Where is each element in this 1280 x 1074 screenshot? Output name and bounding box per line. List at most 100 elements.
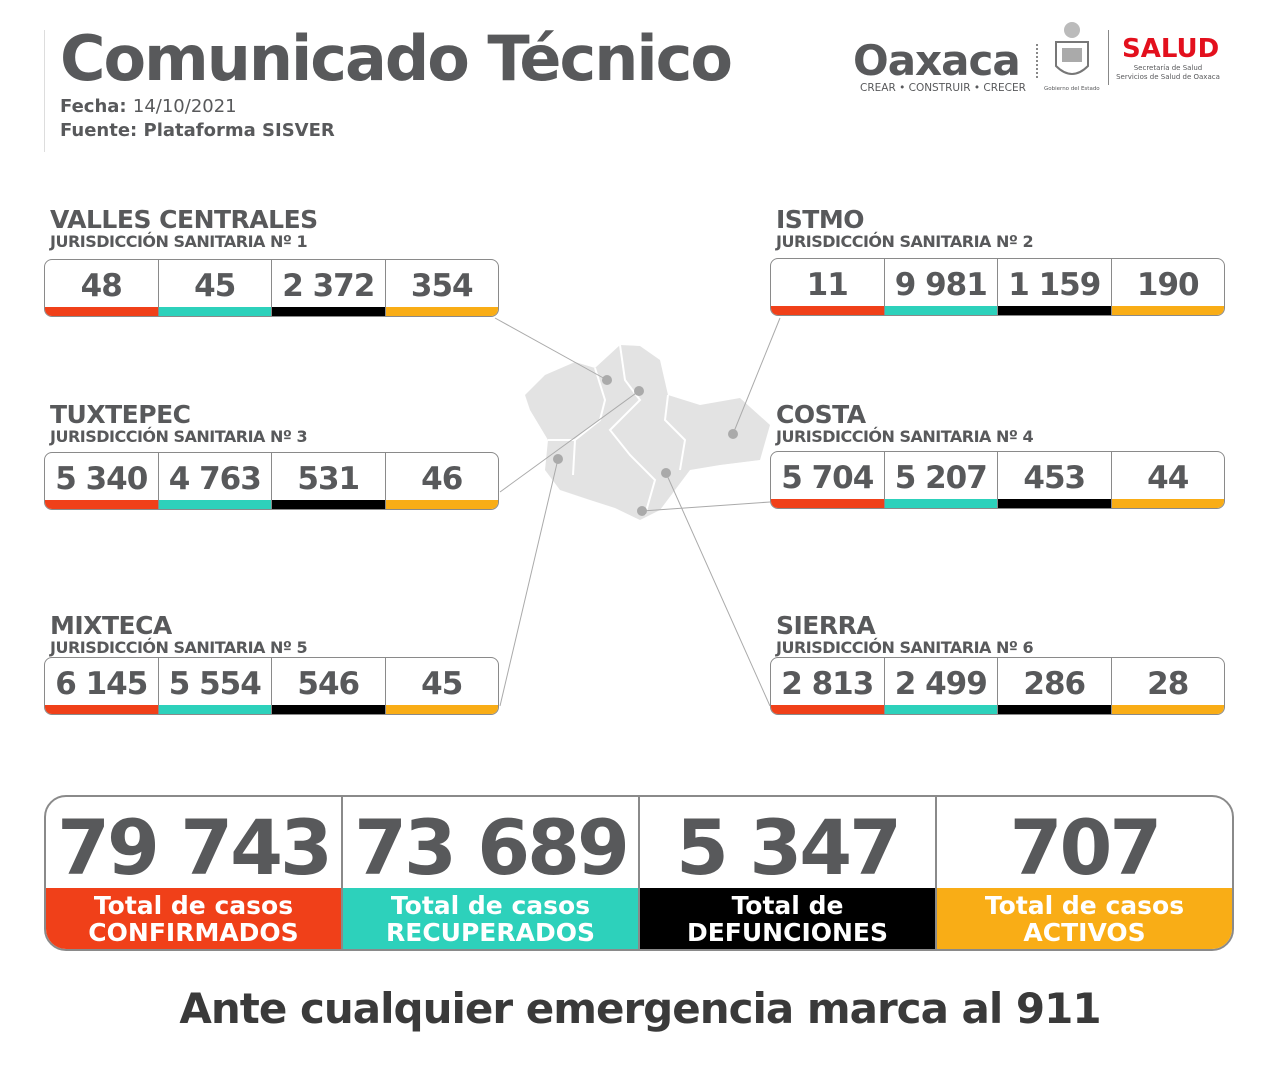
- stat-activos: 28: [1111, 658, 1224, 714]
- color-bar-confirmados: [45, 705, 158, 714]
- stat-defunciones: 2 372: [272, 260, 386, 316]
- stat-recuperados: 45 685: [158, 260, 272, 316]
- state-seal-icon: [1055, 22, 1089, 75]
- source-value: Plataforma SISVER: [143, 120, 335, 141]
- total-recuperados: 73 689 Total de casos RECUPERADOS: [343, 797, 640, 949]
- region-name: VALLES CENTRALES: [50, 205, 318, 234]
- color-bar-defunciones: [998, 499, 1111, 508]
- color-bar-confirmados: [771, 705, 884, 714]
- stat-value: 190: [1136, 267, 1200, 303]
- region-header-valles-centrales: VALLES CENTRALES JURISDICCIÓN SANITARIA N…: [50, 207, 506, 251]
- logo-divider: [1108, 30, 1109, 85]
- stat-recuperados: 4 763: [158, 453, 272, 509]
- stat-defunciones: 531: [272, 453, 386, 509]
- gobierno-label: Gobierno del Estado: [1044, 86, 1100, 92]
- color-bar-activos: [385, 705, 498, 714]
- stat-value: 2 813: [781, 666, 874, 702]
- region-borders: [548, 344, 687, 516]
- source-line: Fuente: Plataforma SISVER: [60, 120, 335, 141]
- total-label-line1: Total de casos: [984, 891, 1185, 920]
- stat-value: 46: [421, 461, 463, 497]
- total-confirmados: 79 743 Total de casos CONFIRMADOS: [46, 797, 343, 949]
- stat-value: 9 981: [894, 267, 988, 303]
- color-bar-recuperados: [158, 705, 271, 714]
- region-name: ISTMO: [776, 205, 865, 234]
- region-header-sierra: SIERRA JURISDICCIÓN SANITARIA Nº 6: [776, 613, 1232, 657]
- total-label-line2: CONFIRMADOS: [88, 918, 299, 947]
- stat-recuperados: 5 554: [158, 658, 272, 714]
- stat-value: 28: [1147, 666, 1189, 702]
- region-name: SIERRA: [776, 611, 876, 640]
- total-label-line1: Total de casos: [93, 891, 294, 920]
- stat-value: 546: [297, 666, 360, 702]
- color-bar-defunciones: [998, 705, 1111, 714]
- region-jurisdiction: JURISDICCIÓN SANITARIA Nº 4: [776, 427, 1034, 446]
- region-stats-sierra: 2 813 2 499 286 28: [770, 657, 1225, 715]
- stat-defunciones: 453: [998, 452, 1112, 508]
- total-value: 707: [1009, 803, 1163, 892]
- color-bar-activos: [385, 500, 498, 509]
- total-label-line2: RECUPERADOS: [386, 918, 595, 947]
- total-activos: 707 Total de casos ACTIVOS: [937, 797, 1232, 949]
- stat-activos: 46: [385, 453, 498, 509]
- region-dots: [553, 375, 738, 516]
- total-label-line1: Total de casos: [390, 891, 591, 920]
- stat-defunciones: 286: [998, 658, 1112, 714]
- region-stats-costa: 5 704 5 207 453 44: [770, 451, 1225, 509]
- stat-confirmados: 6 145: [45, 658, 159, 714]
- region-jurisdiction: JURISDICCIÓN SANITARIA Nº 3: [50, 427, 308, 446]
- total-label-line2: DEFUNCIONES: [686, 918, 889, 947]
- region-jurisdiction: JURISDICCIÓN SANITARIA Nº 6: [776, 638, 1034, 657]
- region-name: COSTA: [776, 400, 866, 429]
- region-header-costa: COSTA JURISDICCIÓN SANITARIA Nº 4: [776, 402, 1232, 446]
- total-label: Total de casos ACTIVOS: [937, 888, 1232, 949]
- stat-value: 5 704: [781, 460, 874, 496]
- color-bar-defunciones: [272, 705, 385, 714]
- color-bar-confirmados: [45, 500, 158, 509]
- total-label: Total de DEFUNCIONES: [640, 888, 935, 949]
- color-bar-confirmados: [771, 499, 884, 508]
- stat-confirmados: 48 411: [45, 260, 159, 316]
- total-value: 5 347: [676, 803, 902, 892]
- region-stats-istmo: 11 3309 981 1 159 190: [770, 258, 1225, 316]
- total-label: Total de casos CONFIRMADOS: [46, 888, 341, 949]
- region-jurisdiction: JURISDICCIÓN SANITARIA Nº 2: [776, 232, 1034, 251]
- header-divider: [44, 30, 45, 152]
- stat-value: 2 372: [282, 268, 375, 304]
- stat-value: 6 145: [55, 666, 148, 702]
- color-bar-confirmados: [771, 306, 884, 315]
- color-bar-confirmados: [45, 307, 158, 316]
- color-bar-defunciones: [998, 306, 1111, 315]
- stat-value: 531: [297, 461, 360, 497]
- color-bar-defunciones: [272, 500, 385, 509]
- salud-sub1: Secretaría de Salud: [1133, 64, 1203, 72]
- stat-activos: 190: [1111, 259, 1224, 315]
- stat-recuperados: 9 981: [884, 259, 998, 315]
- state-shape: [525, 345, 770, 520]
- stat-value: 286: [1023, 666, 1086, 702]
- color-bar-recuperados: [884, 499, 997, 508]
- connector-lines: [494, 317, 781, 707]
- region-header-tuxtepec: TUXTEPEC JURISDICCIÓN SANITARIA Nº 3: [50, 402, 506, 446]
- salud-sub2: Servicios de Salud de Oaxaca: [1116, 73, 1220, 81]
- total-label-line2: ACTIVOS: [1023, 918, 1146, 947]
- color-bar-defunciones: [272, 307, 385, 316]
- total-label: Total de casos RECUPERADOS: [343, 888, 638, 949]
- region-header-mixteca: MIXTECA JURISDICCIÓN SANITARIA Nº 5: [50, 613, 506, 657]
- date-line: Fecha: 14/10/2021: [60, 96, 237, 117]
- stat-value: 1 159: [1008, 267, 1101, 303]
- color-bar-activos: [1111, 499, 1224, 508]
- total-label-line1: Total de: [731, 891, 844, 920]
- stat-value: 5 554: [168, 666, 262, 702]
- total-value: 73 689: [354, 803, 630, 892]
- region-stats-valles-centrales: 48 41145 685 2 372 354: [44, 259, 499, 317]
- color-bar-activos: [1111, 306, 1224, 315]
- stat-value: 4 763: [168, 461, 262, 497]
- stat-defunciones: 1 159: [998, 259, 1112, 315]
- stat-recuperados: 2 499: [884, 658, 998, 714]
- stat-confirmados: 5 704: [771, 452, 885, 508]
- region-name: TUXTEPEC: [50, 400, 191, 429]
- oaxaca-tagline: CREAR • CONSTRUIR • CRECER: [860, 82, 1026, 94]
- region-name: MIXTECA: [50, 611, 172, 640]
